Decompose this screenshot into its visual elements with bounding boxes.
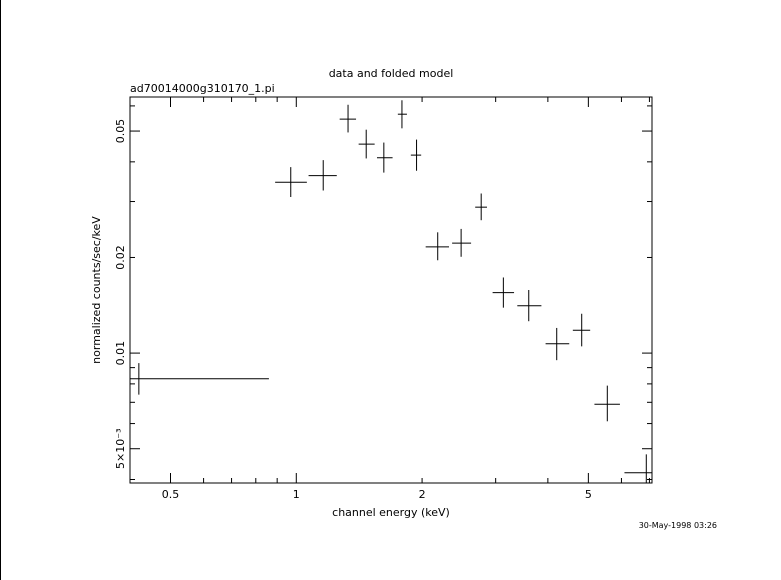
data-point xyxy=(339,104,357,133)
data-point xyxy=(624,454,652,483)
y-axis-ticks xyxy=(130,105,652,481)
plot-frame xyxy=(129,96,653,484)
data-point xyxy=(517,289,542,322)
data-point xyxy=(130,363,269,395)
x-axis-tick-labels: 0.5 1 2 5 xyxy=(162,488,592,501)
x-tick-label: 1 xyxy=(293,488,300,501)
data-point xyxy=(376,142,393,173)
y-axis-tick-labels: 5×10⁻³ 0.01 0.02 0.05 xyxy=(114,119,127,469)
left-border-line xyxy=(0,0,1,580)
data-point xyxy=(572,313,591,347)
y-axis-label: normalized counts/sec/keV xyxy=(90,216,103,364)
y-tick-label: 0.02 xyxy=(114,245,127,270)
data-point xyxy=(397,100,407,129)
chart-title: data and folded model xyxy=(329,67,454,80)
data-point xyxy=(410,139,422,171)
data-point xyxy=(594,385,620,422)
data-point xyxy=(545,327,570,361)
x-tick-label: 5 xyxy=(585,488,592,501)
data-point xyxy=(492,277,515,308)
x-tick-label: 2 xyxy=(419,488,426,501)
y-tick-label: 5×10⁻³ xyxy=(114,429,127,469)
data-point xyxy=(275,167,307,198)
data-series xyxy=(130,100,652,483)
data-point xyxy=(308,160,337,191)
data-point xyxy=(452,228,472,257)
data-point xyxy=(358,129,375,159)
chart-subtitle: ad70014000g310170_1.pi xyxy=(130,82,275,95)
data-point xyxy=(425,232,450,261)
x-axis-ticks xyxy=(129,97,650,483)
y-tick-label: 0.01 xyxy=(114,341,127,366)
x-axis-label: channel energy (keV) xyxy=(332,506,450,519)
x-tick-label: 0.5 xyxy=(162,488,180,501)
data-point xyxy=(475,193,487,221)
timestamp: 30-May-1998 03:26 xyxy=(639,521,717,530)
y-tick-label: 0.05 xyxy=(114,119,127,144)
